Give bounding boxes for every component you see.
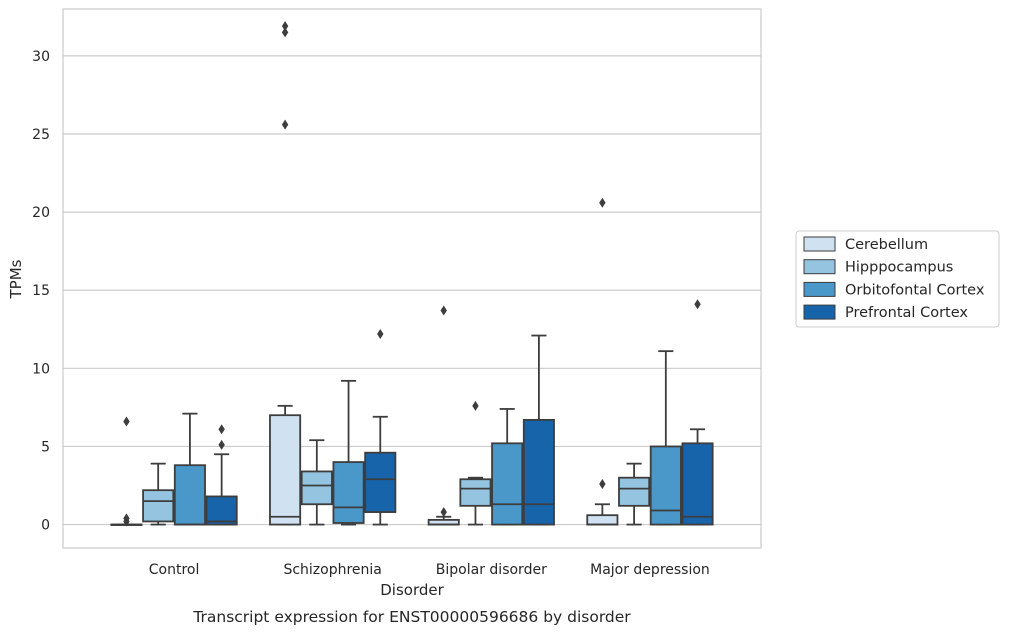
y-tick-label: 5 xyxy=(41,439,50,455)
box-body xyxy=(522,418,555,526)
box-body xyxy=(459,478,492,507)
outlier-marker xyxy=(281,27,289,38)
box-0-3 xyxy=(205,424,238,526)
box-0-2 xyxy=(173,412,206,526)
outlier-marker xyxy=(123,516,130,527)
legend-frame xyxy=(795,230,1000,328)
box-2-0 xyxy=(427,305,460,526)
y-tick-label: 10 xyxy=(32,361,50,377)
box-2-1 xyxy=(459,400,492,526)
legend-label: Cerebellum xyxy=(845,237,928,253)
legend-items: Cerebellum Hipppocampus Orbitofontal Corte… xyxy=(803,236,985,321)
outlier-marker xyxy=(599,478,606,489)
outlier-marker xyxy=(123,416,130,427)
y-tick-label: 0 xyxy=(41,518,50,534)
legend-label: Hipppocampus xyxy=(845,260,953,276)
box-body xyxy=(649,445,682,526)
outlier-marker xyxy=(472,400,479,411)
outlier-marker xyxy=(218,439,225,450)
legend-label: Orbitofontal Cortex xyxy=(845,282,985,298)
box-1-1 xyxy=(300,439,333,526)
box-3-0 xyxy=(586,197,619,526)
y-tick-label: 30 xyxy=(32,49,50,65)
outlier-marker xyxy=(599,197,606,208)
x-axis-label: Disorder xyxy=(380,581,444,599)
box-0-1 xyxy=(142,462,175,526)
box-body xyxy=(618,476,651,507)
chart-caption: Transcript expression for ENST0000059668… xyxy=(192,608,631,626)
box-body xyxy=(681,442,714,526)
box-body xyxy=(332,461,365,524)
legend: Cerebellum Hipppocampus Orbitofontal Corte… xyxy=(795,230,1000,328)
y-tick-label: 25 xyxy=(32,127,50,143)
y-tick-label: 20 xyxy=(32,205,50,221)
x-tick-label: Control xyxy=(149,562,200,578)
boxes xyxy=(110,21,714,527)
box-body xyxy=(269,414,302,526)
legend-swatch xyxy=(803,259,836,275)
box-3-3 xyxy=(681,299,714,526)
legend-swatch xyxy=(803,281,836,297)
plot-area-frame xyxy=(62,8,762,549)
box-2-3 xyxy=(522,334,555,526)
box-body xyxy=(586,514,619,526)
legend-swatch xyxy=(803,304,836,320)
y-tick-label: 15 xyxy=(32,283,50,299)
box-0-0 xyxy=(110,416,143,527)
outlier-marker xyxy=(377,328,384,339)
outlier-marker xyxy=(694,299,701,310)
outlier-marker xyxy=(218,424,225,435)
box-body xyxy=(364,451,397,513)
box-2-2 xyxy=(491,408,524,526)
y-axis-label: TPMs xyxy=(7,259,25,299)
box-3-2 xyxy=(649,350,682,526)
x-tick-label: Schizophrenia xyxy=(283,562,381,578)
box-body xyxy=(142,489,175,523)
box-body xyxy=(173,464,206,526)
x-tick-label: Major depression xyxy=(590,562,710,578)
x-tick-label: Bipolar disorder xyxy=(436,562,547,578)
legend-label: Prefrontal Cortex xyxy=(845,305,968,321)
x-tick-labels: Control Schizophrenia Bipolar disorder Majo… xyxy=(149,562,710,578)
outlier-marker xyxy=(281,119,289,130)
box-body xyxy=(491,442,524,526)
box-3-1 xyxy=(618,462,651,526)
outlier-marker xyxy=(440,305,447,316)
box-1-3 xyxy=(364,328,397,526)
box-body xyxy=(300,470,333,506)
box-body xyxy=(205,495,238,526)
grid-lines xyxy=(63,55,761,526)
box-1-2 xyxy=(332,379,365,526)
legend-swatch xyxy=(803,236,836,252)
y-tick-labels: 0 5 10 15 20 25 30 xyxy=(32,49,50,534)
outlier-marker xyxy=(440,507,447,518)
outlier-marker xyxy=(281,21,289,32)
box-1-0 xyxy=(269,21,302,526)
